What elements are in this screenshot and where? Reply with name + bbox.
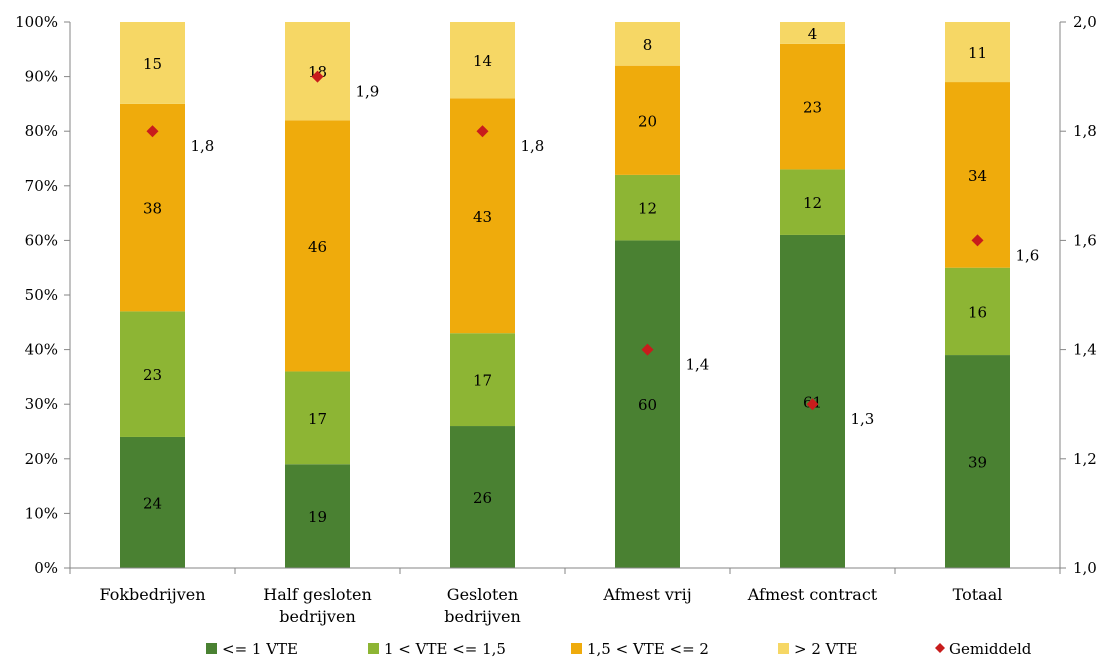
category-label: Gesloten [447,585,518,604]
mean-value-label: 1,8 [521,137,545,155]
left-tick-label: 90% [25,68,58,86]
bar-value-label: 14 [473,52,492,70]
bar-segment [615,240,680,568]
bar-value-label: 12 [803,194,822,212]
category-label: bedrijven [279,607,356,626]
legend-mean-marker [935,643,945,653]
category-label: Half gesloten [263,585,372,604]
mean-marker [806,398,819,411]
bar-segment [945,22,1010,83]
bar-segment [120,103,185,312]
bar-value-label: 43 [473,208,492,226]
left-tick-label: 30% [25,395,58,413]
legend-label: > 2 VTE [794,640,857,658]
bar-segment [450,98,515,334]
bar-value-label: 15 [143,55,162,73]
bar-value-label: 17 [308,410,327,428]
bar-segment [945,355,1010,568]
right-axis-ticks: 1,0 1,2 1,4 1,6 1,8 2,0 [1060,13,1097,577]
category-label: Fokbedrijven [99,585,205,604]
category-labels: Fokbedrijven Half gesloten bedrijven Geslot… [99,585,1002,626]
left-tick-label: 0% [34,559,58,577]
legend: <= 1 VTE 1 < VTE <= 1,5 1,5 < VTE <= 2 > 2 … [206,640,1032,658]
mean-value-label: 1,3 [851,410,875,428]
bar-value-label: 26 [473,489,492,507]
bar-segment [120,436,185,568]
bar-segment [120,311,185,437]
left-tick-label: 40% [25,341,58,359]
category-label: bedrijven [444,607,521,626]
legend-swatch [778,643,789,654]
bar-value-label: 16 [968,303,987,321]
bar-value-label: 11 [968,44,987,62]
right-tick-label: 2,0 [1073,13,1097,31]
right-tick-label: 1,0 [1073,559,1097,577]
bar-value-label: 17 [473,372,492,390]
bar-value-label: 23 [803,99,822,117]
mean-marker [476,125,489,138]
mean-value-label: 1,9 [356,83,380,101]
legend-label: <= 1 VTE [222,640,298,658]
bar-value-label: 20 [638,112,657,130]
bar-value-label: 34 [968,167,987,185]
bar-segment [615,22,680,66]
legend-swatch [571,643,582,654]
left-axis-ticks: 0% 10% 20% 30% 40% 50% 60% 70% 80% 90% 100% [15,13,70,577]
mean-marker [971,234,984,247]
bars: 2423381519174618261743146012208611223439… [120,22,1010,568]
bar-segment [615,174,680,241]
bar-segment [285,371,350,465]
bar-value-label: 8 [643,36,653,54]
bar-segment [780,22,845,44]
bar-segment [615,65,680,175]
left-tick-label: 10% [25,504,58,522]
mean-value-label: 1,6 [1016,246,1040,264]
bar-segment [450,426,515,568]
bar-segment [120,22,185,104]
legend-label: 1 < VTE <= 1,5 [384,640,506,658]
axes [69,22,1061,574]
left-tick-label: 50% [25,286,58,304]
mean-marker [641,343,654,356]
bar-value-label: 4 [808,25,818,43]
category-label: Afmest contract [747,585,878,604]
mean-marker [311,70,324,83]
bar-value-label: 24 [143,494,162,512]
left-tick-label: 100% [15,13,58,31]
left-tick-label: 70% [25,177,58,195]
bar-segment [780,43,845,170]
bar-value-label: 46 [308,238,327,256]
bar-value-label: 39 [968,454,987,472]
bar-segment [945,267,1010,356]
bar-value-label: 19 [308,508,327,526]
category-label: Totaal [953,585,1003,604]
bar-value-label: 60 [638,396,657,414]
bar-segment [285,464,350,568]
mean-marker [146,125,159,138]
legend-swatch [206,643,217,654]
legend-label: 1,5 < VTE <= 2 [587,640,709,658]
bar-value-label: 23 [143,366,162,384]
right-tick-label: 1,8 [1073,122,1097,140]
right-tick-label: 1,6 [1073,231,1097,249]
left-tick-label: 20% [25,450,58,468]
mean-value-label: 1,4 [686,356,710,374]
mean-markers: 1,8 1,9 1,8 1,4 1,3 1,6 [146,70,1040,428]
legend-label: Gemiddeld [949,640,1032,658]
bar-segment [285,120,350,372]
mean-value-label: 1,8 [191,137,215,155]
bar-segment [450,22,515,99]
bar-segment [450,333,515,427]
category-label: Afmest vrij [602,585,691,604]
legend-swatch [368,643,379,654]
bar-value-label: 12 [638,200,657,218]
bar-segment [780,169,845,235]
right-tick-label: 1,2 [1073,450,1097,468]
left-tick-label: 80% [25,122,58,140]
right-tick-label: 1,4 [1073,341,1097,359]
bar-value-label: 38 [143,200,162,218]
left-tick-label: 60% [25,231,58,249]
